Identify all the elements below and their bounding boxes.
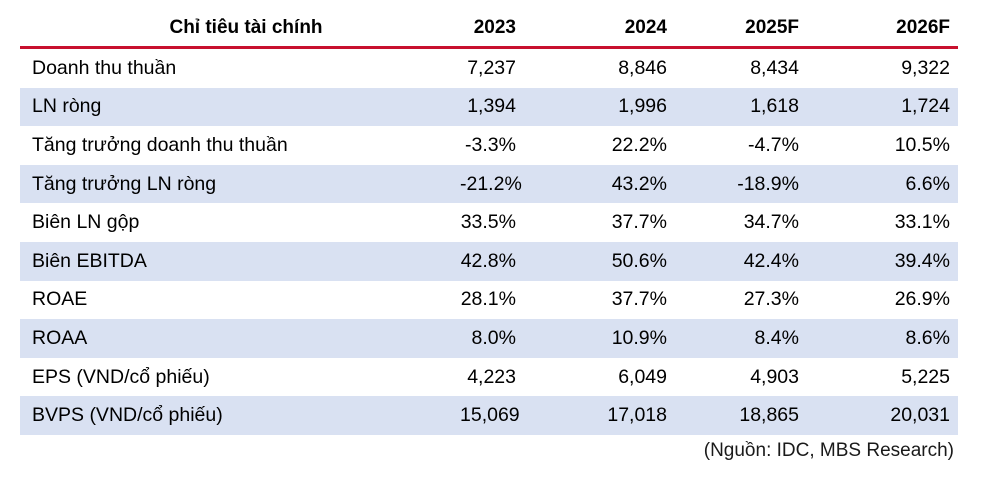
cell-2025f: 4,903	[750, 365, 799, 388]
cell-2023: 28.1%	[460, 288, 516, 311]
financial-indicators-table: Chỉ tiêu tài chính 2023 2024 2025F 2026F…	[20, 9, 958, 435]
header-2026f: 2026F	[896, 16, 950, 38]
cell-2024: 37.7%	[611, 288, 667, 311]
cell-2025f: 34.7%	[743, 211, 799, 234]
cell-2024: 17,018	[607, 404, 667, 427]
row-label: Doanh thu thuần	[32, 56, 177, 79]
cell-2024: 8,846	[618, 56, 667, 79]
cell-2025f: 1,618	[750, 95, 799, 118]
cell-2023: 7,237	[467, 56, 516, 79]
cell-2026f: 26.9%	[894, 288, 950, 311]
row-label: Biên EBITDA	[32, 249, 147, 272]
cell-2025f: 42.4%	[743, 249, 799, 272]
cell-2024: 50.6%	[611, 249, 667, 272]
header-indicator: Chỉ tiêu tài chính	[169, 16, 323, 38]
row-label: Biên LN gộp	[32, 211, 140, 234]
cell-2023: 42.8%	[460, 249, 516, 272]
cell-2026f: 5,225	[901, 365, 950, 388]
cell-2026f: 10.5%	[894, 133, 950, 156]
cell-2023: -3.3%	[465, 133, 516, 156]
table-row: LN ròng 1,394 1,996 1,618 1,724	[20, 87, 958, 127]
cell-2023: 33.5%	[460, 211, 516, 234]
row-label: Tăng trưởng LN ròng	[32, 172, 217, 195]
cell-2026f: 39.4%	[894, 249, 950, 272]
row-label: LN ròng	[32, 95, 102, 118]
header-2023: 2023	[473, 16, 516, 38]
cell-2023: 4,223	[467, 365, 516, 388]
header-2025f: 2025F	[745, 16, 799, 38]
cell-2026f: 20,031	[890, 404, 950, 427]
cell-2024: 6,049	[618, 365, 667, 388]
row-label: EPS (VND/cổ phiếu)	[32, 365, 210, 388]
row-label: ROAE	[32, 288, 88, 311]
cell-2024: 22.2%	[611, 133, 667, 156]
row-label: Tăng trưởng doanh thu thuần	[32, 133, 288, 156]
cell-2024: 43.2%	[611, 172, 667, 195]
table-header-row: Chỉ tiêu tài chính 2023 2024 2025F 2026F	[20, 9, 958, 49]
cell-2025f: 27.3%	[743, 288, 799, 311]
table-row: ROAE 28.1% 37.7% 27.3% 26.9%	[20, 281, 958, 320]
table-row: Biên EBITDA 42.8% 50.6% 42.4% 39.4%	[20, 241, 958, 281]
row-label: ROAA	[32, 326, 88, 349]
source-note: (Nguồn: IDC, MBS Research)	[703, 440, 954, 461]
table-row: Doanh thu thuần 7,237 8,846 8,434 9,322	[20, 49, 958, 88]
table-row: Biên LN gộp 33.5% 37.7% 34.7% 33.1%	[20, 203, 958, 242]
cell-2026f: 8.6%	[905, 326, 950, 349]
row-label: BVPS (VND/cổ phiếu)	[32, 404, 223, 427]
cell-2026f: 6.6%	[905, 172, 950, 195]
cell-2024: 10.9%	[611, 326, 667, 349]
cell-2024: 1,996	[618, 95, 667, 118]
header-2024: 2024	[624, 16, 667, 38]
table-row: Tăng trưởng doanh thu thuần -3.3% 22.2% …	[20, 126, 958, 165]
cell-2026f: 33.1%	[894, 211, 950, 234]
table-row: Tăng trưởng LN ròng -21.2% 43.2% -18.9% …	[20, 164, 958, 204]
cell-2023: -21.2%	[460, 172, 522, 195]
cell-2025f: 8,434	[750, 56, 799, 79]
cell-2026f: 1,724	[901, 95, 950, 118]
cell-2025f: -4.7%	[748, 133, 799, 156]
cell-2023: 1,394	[467, 95, 516, 118]
cell-2025f: 8.4%	[754, 326, 799, 349]
cell-2026f: 9,322	[901, 56, 950, 79]
table-row: ROAA 8.0% 10.9% 8.4% 8.6%	[20, 319, 958, 358]
cell-2025f: -18.9%	[737, 172, 799, 195]
table-row: EPS (VND/cổ phiếu) 4,223 6,049 4,903 5,2…	[20, 358, 958, 397]
cell-2023: 8.0%	[471, 326, 516, 349]
cell-2024: 37.7%	[611, 211, 667, 234]
table-row: BVPS (VND/cổ phiếu) 15,069 17,018 18,865…	[20, 396, 958, 435]
cell-2025f: 18,865	[739, 404, 799, 427]
cell-2023: 15,069	[460, 404, 520, 427]
